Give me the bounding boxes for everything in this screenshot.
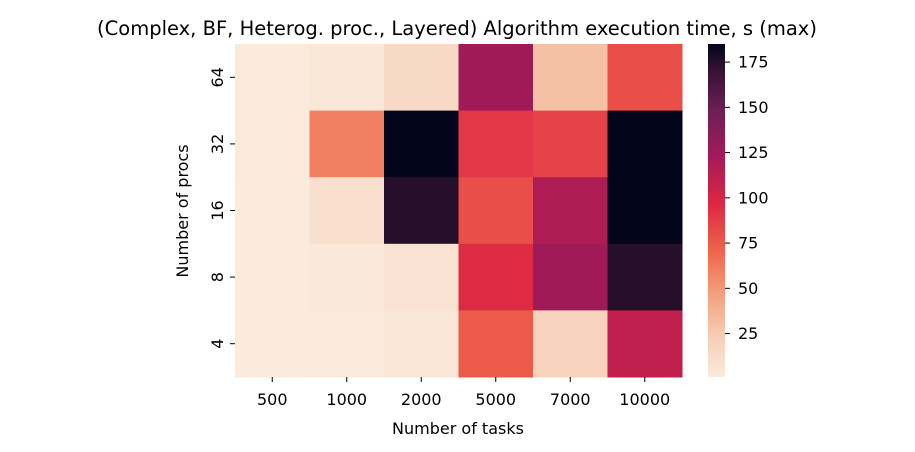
heatmap-cell (458, 44, 534, 112)
heatmap-cell (533, 44, 608, 112)
heatmap-cell (533, 310, 608, 378)
heatmap-cell (458, 110, 534, 178)
heatmap-cell (235, 110, 310, 178)
heatmap-cell (309, 44, 385, 112)
y-tick-label: 8 (208, 272, 227, 282)
heatmap-cell (607, 177, 683, 245)
heatmap-cell (309, 310, 385, 378)
heatmap-cell (235, 177, 310, 245)
heatmap-cell (607, 110, 683, 178)
x-tick-label: 1000 (326, 390, 367, 409)
colorbar-tick-label: 75 (738, 234, 758, 253)
y-axis-label: Number of procs (173, 144, 192, 277)
colorbar-tick-label: 175 (738, 53, 769, 72)
y-tick-label: 4 (208, 339, 227, 349)
heatmap-cells (235, 44, 683, 378)
heatmap-cell (384, 177, 459, 245)
x-axis: 500 1000 2000 5000 7000 10000 (257, 377, 670, 409)
colorbar-axis: 25 50 75 100 125 150 175 (725, 53, 769, 343)
heatmap-cell (309, 177, 385, 245)
x-axis-label: Number of tasks (392, 419, 524, 438)
x-tick-label: 5000 (475, 390, 516, 409)
heatmap-cell (384, 44, 459, 112)
heatmap-cell (235, 310, 310, 378)
heatmap-cell (235, 44, 310, 112)
colorbar-tick-label: 25 (738, 324, 758, 343)
colorbar (708, 44, 725, 377)
heatmap-cell (607, 44, 683, 112)
heatmap-cell (533, 177, 608, 245)
colorbar-tick-label: 125 (738, 143, 769, 162)
heatmap-cell (607, 243, 683, 311)
y-axis: 64 32 16 8 4 (208, 67, 235, 349)
x-tick-label: 500 (257, 390, 288, 409)
y-tick-label: 16 (208, 200, 227, 220)
x-tick-label: 7000 (550, 390, 591, 409)
x-tick-label: 2000 (401, 390, 442, 409)
heatmap-cell (533, 243, 608, 311)
heatmap-cell (235, 243, 310, 311)
heatmap-cell (384, 110, 459, 178)
chart-title: (Complex, BF, Heterog. proc., Layered) A… (97, 17, 817, 40)
colorbar-tick-label: 150 (738, 98, 769, 117)
y-tick-label: 64 (208, 67, 227, 87)
heatmap-cell (607, 310, 683, 378)
heatmap-cell (384, 243, 459, 311)
colorbar-tick-label: 50 (738, 279, 758, 298)
y-tick-label: 32 (208, 134, 227, 154)
heatmap-cell (533, 110, 608, 178)
heatmap-cell (309, 243, 385, 311)
colorbar-tick-label: 100 (738, 188, 769, 207)
x-tick-label: 10000 (619, 390, 670, 409)
heatmap-cell (458, 310, 534, 378)
heatmap-cell (458, 177, 534, 245)
heatmap-cell (384, 310, 459, 378)
heatmap-cell (458, 243, 534, 311)
heatmap-cell (309, 110, 385, 178)
